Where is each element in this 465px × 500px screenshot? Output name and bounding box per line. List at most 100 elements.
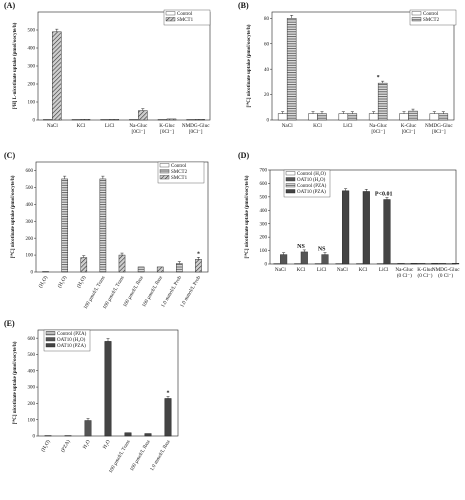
significance-annotation: P<0.01	[375, 192, 393, 198]
category-label: NaCl	[275, 267, 287, 273]
plot-frame	[37, 11, 211, 121]
bar-oat10-pza--4	[342, 190, 350, 265]
chart-panel-5: (E) 0 100 200 300 400 500 600 [¹⁴C] nicotinate u…	[4, 319, 179, 474]
category-label: (H₂O)	[37, 274, 50, 289]
bar-smct1-7	[156, 266, 164, 273]
y-tick-label: 40	[264, 68, 270, 73]
legend-entry: OAT10 (PZA)	[57, 344, 86, 349]
category-label: LiCl	[343, 123, 353, 129]
bar-control-5	[157, 119, 168, 121]
panel-label: (D)	[238, 151, 249, 160]
y-tick-label: 700	[260, 169, 268, 174]
bar-smct1-3	[109, 119, 119, 121]
panel-label: (A)	[4, 1, 15, 10]
legend: Control (PZA)OAT10 (H₂O)OAT10 (PZA)	[43, 329, 91, 352]
y-tick-label: 500	[260, 195, 268, 200]
y-tick-label: 400	[260, 209, 268, 214]
category-label: Na-Gluc	[129, 123, 148, 129]
bar-oat10-pza--4	[104, 341, 112, 437]
category-label: [0Cl⁻]	[131, 129, 145, 135]
category-label: [0Cl⁻]	[160, 129, 174, 135]
panel-label: (C)	[4, 151, 15, 160]
y-tick-label: 200	[28, 83, 36, 88]
bar-smct2-8	[176, 263, 183, 273]
chart-panel-4: (D) 0 100 200 300 400 500 600 700 [¹⁴C] nicotinat…	[238, 151, 460, 279]
y-tick-label: 600	[260, 182, 268, 187]
category-label: (H₂O)	[56, 274, 69, 289]
y-tick-label: 300	[28, 386, 36, 391]
y-tick-label: 0	[267, 119, 270, 124]
bar-smct2-2	[61, 178, 68, 273]
bar-smct2-2	[317, 113, 327, 121]
y-tick-label: 400	[26, 203, 34, 208]
significance-annotation: *	[197, 251, 200, 257]
significance-annotation: *	[167, 390, 170, 396]
bar-control-1	[277, 113, 288, 121]
y-tick-label: 500	[26, 186, 34, 191]
category-label: (H₂O)	[75, 274, 88, 289]
bar-control-2	[71, 119, 82, 121]
legend-swatch	[285, 177, 296, 182]
y-tick-label: 0	[31, 271, 34, 276]
category-label: 1.0 mmol/L Ibuz	[149, 438, 172, 472]
legend-entry: Control	[171, 164, 187, 169]
y-axis-title: [¹⁴C] nicotinate uptake (pmol/oocyte/h)	[244, 175, 250, 258]
bar-oat10-h-o--7	[397, 263, 405, 265]
category-label: KCl	[313, 123, 322, 129]
category-label: (0 Cl⁻)	[438, 272, 453, 279]
y-tick-label: 0	[33, 435, 36, 440]
bar-oat10-pza--6	[383, 199, 391, 265]
legend-swatch	[285, 183, 296, 188]
bar-smct2-1	[286, 18, 297, 121]
bar-smct1-9	[195, 259, 202, 273]
y-tick-label: 100	[260, 249, 268, 254]
category-label: H₂O	[102, 439, 112, 450]
y-tick-label: 80	[264, 17, 270, 22]
y-tick-label: 400	[28, 369, 36, 374]
legend-swatch	[159, 175, 170, 180]
legend-entry: Control (PZA)	[297, 184, 327, 189]
y-tick-label: 200	[26, 237, 34, 242]
legend-swatch	[159, 163, 170, 168]
y-axis-title: [¹⁴C] nicotinate uptake (pmol/oocyte/h)	[12, 341, 18, 424]
category-label: (0 Cl⁻)	[397, 272, 412, 279]
legend-entry: Control (PZA)	[57, 332, 87, 337]
category-label: NaCl	[47, 123, 59, 129]
y-tick-label: 300	[260, 222, 268, 227]
category-label: [0Cl⁻]	[432, 129, 446, 135]
category-label: K-Gluc	[159, 123, 175, 129]
bar-smct2-4	[377, 82, 388, 121]
category-label: KCl	[77, 123, 86, 129]
y-axis-title: [¹⁴C] nicotinate uptake (pmol/oocyte/h)	[10, 175, 16, 258]
category-label: LiCl	[317, 267, 327, 273]
bar-oat10-pza--6	[144, 433, 152, 437]
bar-oat10-h-o--3	[84, 420, 92, 437]
legend-entry: OAT10 (PZA)	[297, 190, 326, 195]
category-label: K-Gluc	[401, 123, 417, 129]
significance-annotation: NS	[297, 244, 305, 250]
category-label: NMDG-Gluc	[432, 267, 460, 273]
y-tick-label: 100	[28, 418, 36, 423]
y-tick-label: 200	[28, 402, 36, 407]
bar-oat10-pza--5	[124, 432, 132, 437]
bar-smct1-6	[195, 119, 205, 121]
legend-swatch	[45, 343, 56, 348]
significance-annotation: NS	[318, 247, 326, 253]
legend-swatch	[411, 11, 422, 16]
bar-control-4	[129, 119, 139, 121]
bar-smct2-5	[408, 110, 418, 121]
y-tick-label: 100	[28, 101, 36, 106]
y-tick-label: 600	[28, 337, 36, 342]
category-label: KCl	[297, 267, 306, 273]
bar-oat10-h-o--2	[300, 251, 308, 265]
legend-swatch	[165, 17, 176, 22]
legend-entry: Control	[423, 12, 439, 17]
legend-entry: Control (H₂O)	[297, 172, 326, 177]
bar-smct2-3	[347, 113, 358, 121]
bar-control-4	[368, 113, 379, 121]
y-tick-label: 300	[26, 220, 34, 225]
bar-control-6	[186, 119, 196, 121]
